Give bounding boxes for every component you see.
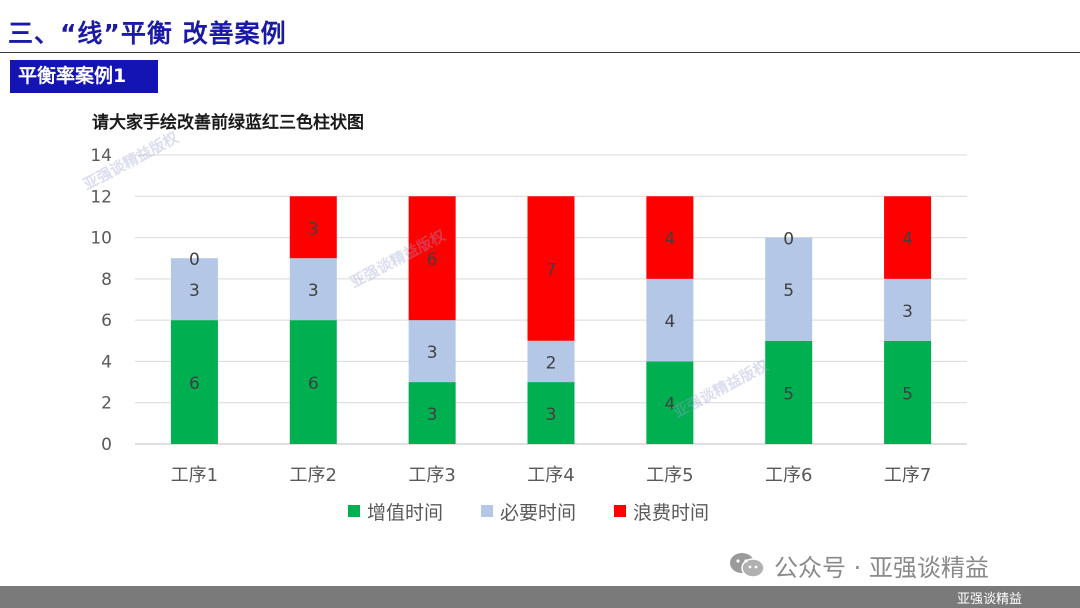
bar-segment <box>765 237 813 341</box>
x-tick-label: 工序3 <box>408 465 455 486</box>
data-label: 4 <box>664 312 675 332</box>
legend: 增值时间 必要时间 浪费时间 <box>348 502 709 524</box>
footer-bar: 亚强谈精益 <box>0 586 1080 608</box>
chart-title: 请大家手绘改善前绿蓝红三色柱状图 <box>92 113 364 133</box>
bars: 6 3 0 6 3 3 3 3 6 3 2 7 4 4 4 5 5 0 5 3 4 <box>170 196 932 444</box>
bar-segment <box>646 278 694 362</box>
legend-swatch <box>481 505 493 517</box>
data-label: 6 <box>427 250 438 270</box>
data-label: 6 <box>308 374 319 394</box>
data-label: 5 <box>783 384 794 404</box>
bar-segment <box>408 196 456 321</box>
bar-segment <box>170 320 218 444</box>
bar-segment <box>408 382 456 444</box>
data-label: 2 <box>546 353 557 373</box>
y-tick-label: 2 <box>101 394 112 414</box>
y-tick-label: 10 <box>90 229 112 249</box>
slide-title: 三、“线”平衡 改善案例 <box>8 19 287 48</box>
x-tick-label: 工序2 <box>290 465 337 486</box>
data-label: 0 <box>783 230 794 250</box>
legend-label: 浪费时间 <box>633 502 709 524</box>
y-tick-label: 4 <box>101 352 112 372</box>
y-tick-label: 14 <box>90 146 112 166</box>
data-label: 5 <box>902 384 913 404</box>
data-label: 0 <box>189 250 200 270</box>
x-tick-label: 工序1 <box>171 465 218 486</box>
bar-segment <box>527 196 575 341</box>
bar-segment <box>408 320 456 383</box>
wechat-attribution: 公众号 · 亚强谈精益 <box>728 550 989 582</box>
data-label: 3 <box>427 343 438 363</box>
bar-segment <box>289 258 337 321</box>
bar-segment <box>646 196 694 279</box>
data-label: 4 <box>664 395 675 415</box>
data-label: 3 <box>308 219 319 239</box>
legend-label: 增值时间 <box>367 502 443 524</box>
bar-segment <box>884 196 932 279</box>
data-label: 3 <box>189 281 200 301</box>
x-tick-label: 工序7 <box>884 465 931 486</box>
bar-segment <box>765 340 813 444</box>
x-tick-label: 工序5 <box>646 465 693 486</box>
data-label: 3 <box>427 405 438 425</box>
x-axis-ticks: 工序1 工序2 工序3 工序4 工序5 工序6 工序7 <box>171 465 932 486</box>
y-axis-ticks: 0 2 4 6 8 10 12 14 <box>90 146 112 455</box>
data-label: 3 <box>902 302 913 322</box>
data-label: 4 <box>902 230 913 250</box>
data-label: 4 <box>664 230 675 250</box>
bar-segment <box>884 278 932 341</box>
bar-segment <box>527 382 575 444</box>
bar-segment <box>289 196 337 259</box>
wechat-account-name: 公众号 · 亚强谈精益 <box>774 553 989 582</box>
y-tick-label: 8 <box>101 270 112 290</box>
y-tick-label: 6 <box>101 311 112 331</box>
x-tick-label: 工序4 <box>527 465 574 486</box>
title-divider <box>0 52 1080 53</box>
legend-swatch <box>614 505 626 517</box>
stacked-bar-chart: 0 2 4 6 8 10 12 14 6 3 0 6 3 3 3 3 6 3 2 7 4 4 4 5 5 0 5 3 4 工序1 工序2… <box>90 146 967 524</box>
x-tick-label: 工序6 <box>765 465 812 486</box>
case-label: 平衡率案例1 <box>10 60 158 93</box>
data-label: 3 <box>308 281 319 301</box>
bar-segment <box>170 258 218 321</box>
bar-segment <box>646 361 694 444</box>
bar-segment <box>527 340 575 383</box>
data-label: 3 <box>546 405 557 425</box>
wechat-icon <box>730 553 765 578</box>
legend-swatch <box>348 505 360 517</box>
data-label: 7 <box>546 261 557 281</box>
data-label: 5 <box>783 281 794 301</box>
y-tick-label: 12 <box>90 187 112 207</box>
data-label: 6 <box>189 374 200 394</box>
y-tick-label: 0 <box>101 435 112 455</box>
legend-label: 必要时间 <box>500 502 576 524</box>
bar-segment <box>884 340 932 444</box>
footer-brand: 亚强谈精益 <box>956 592 1022 607</box>
bar-segment <box>289 320 337 444</box>
